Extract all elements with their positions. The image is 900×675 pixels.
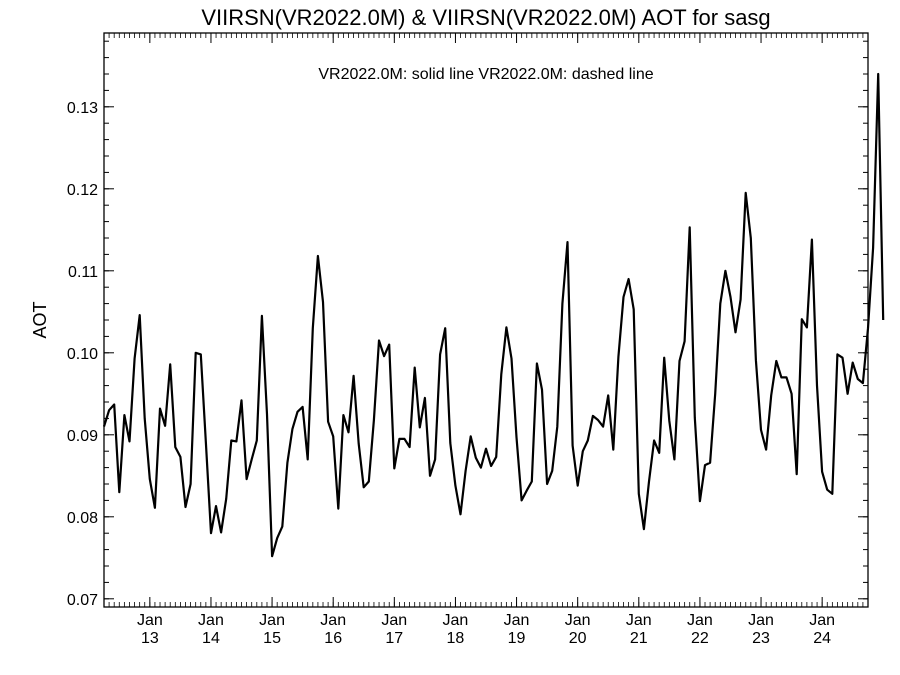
y-tick-labels: 0.07 0.08 0.09 0.10 0.11 0.12 0.13	[67, 100, 98, 609]
series-line	[102, 72, 885, 558]
series-lines	[102, 72, 885, 558]
x-tick-month: Jan	[809, 612, 835, 629]
x-tick-month: Jan	[626, 612, 652, 629]
y-tick-label: 0.10	[67, 346, 98, 363]
x-tick-day: 14	[202, 630, 220, 647]
x-tick-day: 20	[569, 630, 587, 647]
x-tick-day: 23	[752, 630, 770, 647]
x-tick-day: 24	[813, 630, 831, 647]
x-tick-month: Jan	[320, 612, 346, 629]
x-tick-month: Jan	[748, 612, 774, 629]
y-tick-label: 0.11	[68, 264, 98, 281]
y-tick-label: 0.13	[67, 100, 98, 117]
x-tick-month: Jan	[443, 612, 469, 629]
x-tick-month: Jan	[565, 612, 591, 629]
y-tick-label: 0.09	[67, 428, 98, 445]
x-tick-day: 22	[691, 630, 709, 647]
x-tick-day: 13	[141, 630, 159, 647]
x-tick-month: Jan	[687, 612, 713, 629]
x-tick-month: Jan	[137, 612, 163, 629]
x-tick-day: 21	[630, 630, 648, 647]
x-tick-day: 17	[385, 630, 403, 647]
axis-ticks	[103, 33, 869, 607]
x-tick-month: Jan	[198, 612, 224, 629]
x-tick-month: Jan	[259, 612, 285, 629]
chart-title: VIIRSN(VR2022.0M) & VIIRSN(VR2022.0M) AO…	[201, 5, 770, 30]
y-tick-label: 0.12	[67, 182, 98, 199]
x-tick-day: 15	[263, 630, 281, 647]
x-tick-month: Jan	[504, 612, 530, 629]
x-tick-day: 16	[324, 630, 342, 647]
x-tick-labels: Jan13Jan14Jan15Jan16Jan17Jan18Jan19Jan20…	[137, 612, 835, 647]
x-tick-day: 19	[508, 630, 526, 647]
y-tick-label: 0.08	[67, 510, 98, 527]
line-style-legend: VR2022.0M: solid line VR2022.0M: dashed …	[318, 66, 653, 83]
x-tick-day: 18	[447, 630, 465, 647]
y-axis-label: AOT	[30, 301, 50, 338]
x-tick-month: Jan	[381, 612, 407, 629]
y-tick-label: 0.07	[67, 592, 98, 609]
